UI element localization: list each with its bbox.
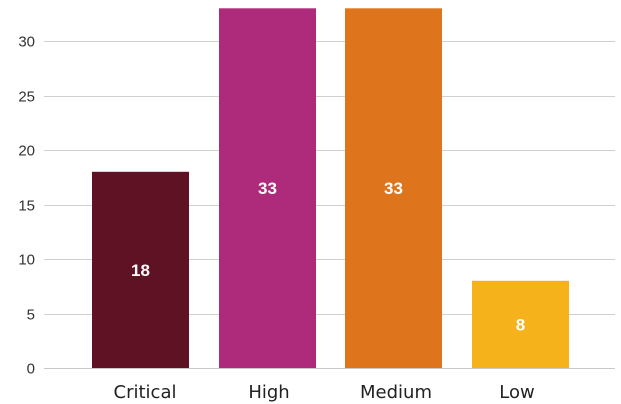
y-tick-label: 0 <box>27 361 35 378</box>
bar-critical <box>92 171 189 368</box>
data-labels: 18 33 33 8 <box>131 179 525 334</box>
y-tick-label: 30 <box>18 34 35 51</box>
y-tick-label: 25 <box>18 89 35 106</box>
x-category-label: Critical <box>114 382 177 403</box>
y-axis-ticks: 0 5 10 15 20 25 30 <box>18 34 35 378</box>
bar-low <box>472 280 569 368</box>
bars <box>92 8 569 369</box>
y-tick-label: 20 <box>18 143 35 160</box>
x-category-label: High <box>248 382 289 403</box>
bar-medium <box>345 8 442 369</box>
y-tick-label: 10 <box>18 252 35 269</box>
data-label-low: 8 <box>516 315 525 334</box>
x-axis-categories: Critical High Medium Low <box>114 382 535 403</box>
bar-high <box>219 8 316 369</box>
x-category-label: Medium <box>360 382 432 403</box>
data-label-critical: 18 <box>131 261 150 280</box>
x-category-label: Low <box>499 382 534 403</box>
data-label-medium: 33 <box>384 179 403 198</box>
y-tick-label: 15 <box>18 198 35 215</box>
y-tick-label: 5 <box>27 307 35 324</box>
data-label-high: 33 <box>258 179 277 198</box>
